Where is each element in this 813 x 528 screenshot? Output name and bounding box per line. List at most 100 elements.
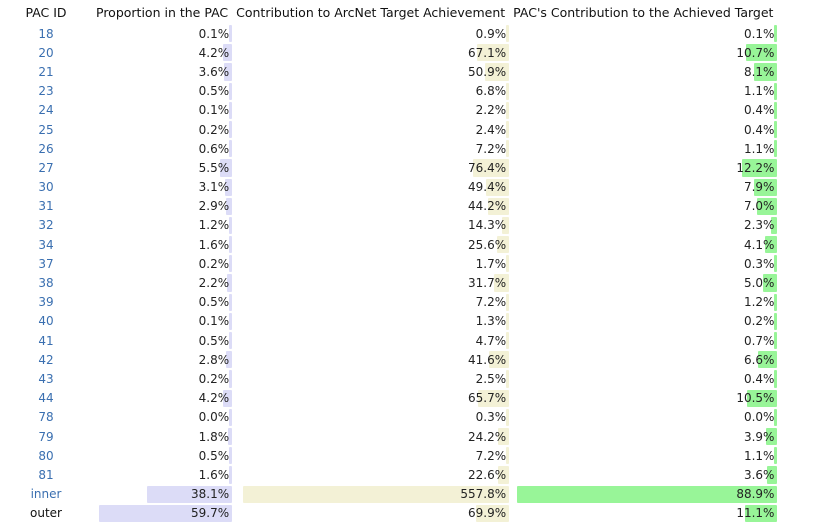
pac-id-cell[interactable]: 81: [38, 467, 54, 482]
contribution-value: 7.2%: [475, 295, 507, 310]
proportion-cell: 0.1%: [92, 101, 233, 120]
proportion-cell: 0.5%: [92, 446, 233, 465]
pac-id-cell[interactable]: 38: [38, 276, 54, 291]
proportion-cell: 38.1%: [92, 485, 233, 504]
contribution-value: 76.4%: [468, 160, 507, 175]
proportion-cell: 0.5%: [92, 293, 233, 312]
table-row: 20 4.2% 67.1% 10.7%: [0, 43, 778, 62]
proportion-cell: 0.2%: [92, 120, 233, 139]
pac-id-cell[interactable]: 25: [38, 122, 54, 137]
pac-id-cell[interactable]: 24: [38, 103, 54, 118]
achieved-cell: 3.9%: [509, 427, 778, 446]
contribution-value: 24.2%: [468, 429, 507, 444]
pac-id-cell[interactable]: 78: [38, 410, 54, 425]
proportion-bar: [224, 63, 233, 81]
achieved-bar: [774, 370, 778, 388]
proportion-value: 2.9%: [198, 199, 230, 214]
proportion-value: 0.2%: [198, 256, 230, 271]
pac-id-cell[interactable]: 34: [38, 237, 54, 252]
proportion-value: 0.5%: [198, 448, 230, 463]
pac-id-cell[interactable]: 30: [38, 180, 54, 195]
proportion-bar: [229, 332, 233, 350]
proportion-value: 59.7%: [191, 506, 230, 521]
pac-id-cell[interactable]: 20: [38, 45, 54, 60]
achieved-value: 1.1%: [743, 448, 775, 463]
contribution-value: 2.2%: [475, 103, 507, 118]
proportion-cell: 0.1%: [92, 24, 233, 43]
pac-id-cell[interactable]: 21: [38, 64, 54, 79]
contribution-value: 65.7%: [468, 391, 507, 406]
proportion-value: 0.0%: [198, 410, 230, 425]
proportion-bar: [227, 274, 233, 292]
pac-id-cell[interactable]: 32: [38, 218, 54, 233]
achieved-cell: 3.6%: [509, 465, 778, 484]
proportion-cell: 0.0%: [92, 408, 233, 427]
contribution-value: 0.9%: [475, 26, 507, 41]
contribution-bar: [506, 25, 510, 43]
proportion-bar: [228, 466, 233, 484]
achieved-cell: 1.2%: [509, 293, 778, 312]
contribution-bar: [496, 236, 510, 254]
contribution-value: 49.4%: [468, 180, 507, 195]
table-row: 32 1.2% 14.3% 2.3%: [0, 216, 778, 235]
contribution-cell: 557.8%: [232, 485, 510, 504]
pac-id-cell[interactable]: 40: [38, 314, 54, 329]
proportion-value: 0.2%: [198, 122, 230, 137]
contribution-value: 67.1%: [468, 45, 507, 60]
proportion-value: 38.1%: [191, 487, 230, 502]
proportion-cell: 4.2%: [92, 389, 233, 408]
header-achieved[interactable]: PAC's Contribution to the Achieved Targe…: [513, 4, 774, 20]
contribution-cell: 41.6%: [232, 350, 510, 369]
contribution-value: 6.8%: [475, 84, 507, 99]
header-pac-id[interactable]: PAC ID: [25, 4, 67, 20]
proportion-bar: [229, 255, 233, 273]
achieved-bar: [758, 351, 778, 369]
achieved-bar: [753, 63, 778, 81]
contribution-cell: 2.5%: [232, 369, 510, 388]
proportion-cell: 1.6%: [92, 235, 233, 254]
pac-id-cell[interactable]: 80: [38, 448, 54, 463]
table-row: 30 3.1% 49.4% 7.9%: [0, 178, 778, 197]
achieved-bar: [754, 178, 778, 196]
header-contribution[interactable]: Contribution to ArcNet Target Achievemen…: [236, 4, 506, 20]
proportion-value: 5.5%: [198, 160, 230, 175]
proportion-bar: [229, 120, 233, 139]
contribution-bar: [506, 408, 510, 426]
pac-id-cell[interactable]: 26: [38, 141, 54, 156]
contribution-cell: 25.6%: [232, 235, 510, 254]
proportion-value: 0.1%: [198, 26, 230, 41]
pac-id-cell[interactable]: 44: [38, 391, 54, 406]
proportion-bar: [229, 312, 233, 330]
achieved-cell: 6.6%: [509, 350, 778, 369]
pac-id-cell[interactable]: 23: [38, 84, 54, 99]
proportion-bar: [229, 101, 233, 119]
achieved-value: 3.6%: [743, 467, 775, 482]
achieved-value: 0.1%: [743, 26, 775, 41]
pac-id-cell[interactable]: 18: [38, 26, 54, 41]
pac-id-cell[interactable]: 27: [38, 160, 54, 175]
pac-id-cell[interactable]: 39: [38, 295, 54, 310]
pac-id-cell[interactable]: 43: [38, 371, 54, 386]
pac-id-cell[interactable]: 79: [38, 429, 54, 444]
contribution-bar: [505, 293, 510, 311]
pac-id-cell[interactable]: 41: [38, 333, 54, 348]
proportion-value: 4.2%: [198, 45, 230, 60]
contribution-bar: [488, 197, 510, 215]
proportion-bar: [229, 293, 233, 311]
proportion-bar: [229, 25, 233, 43]
achieved-bar: [762, 274, 778, 292]
pac-id-cell[interactable]: inner: [30, 487, 62, 502]
table-row: 42 2.8% 41.6% 6.6%: [0, 350, 778, 369]
header-proportion[interactable]: Proportion in the PAC: [96, 4, 229, 20]
pac-id-cell[interactable]: 42: [38, 352, 54, 367]
contribution-cell: 2.4%: [232, 120, 510, 139]
proportion-cell: 1.8%: [92, 427, 233, 446]
contribution-bar: [506, 312, 510, 330]
pac-id-cell[interactable]: 31: [38, 199, 54, 214]
contribution-value: 50.9%: [468, 64, 507, 79]
achieved-bar: [770, 216, 778, 235]
pac-id-cell[interactable]: 37: [38, 256, 54, 271]
proportion-value: 4.2%: [198, 391, 230, 406]
proportion-bar: [222, 389, 233, 407]
